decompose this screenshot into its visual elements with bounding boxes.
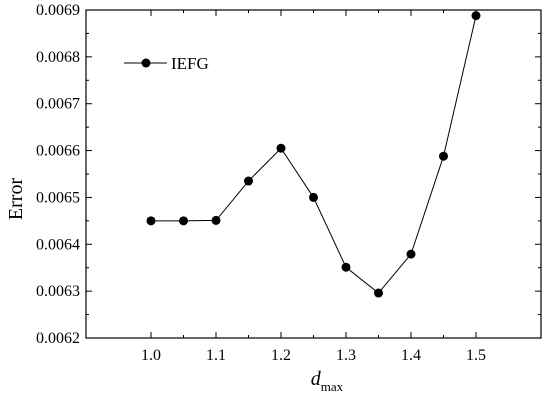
data-point (146, 216, 156, 226)
x-axis-title-main: d (311, 368, 322, 390)
legend-label: IEFG (171, 54, 209, 73)
x-axis-title: dmax (311, 368, 344, 394)
data-point (276, 143, 286, 153)
legend: IEFG (124, 54, 209, 73)
x-tick-label: 1.5 (466, 347, 486, 364)
y-tick-label: 0.0063 (36, 283, 80, 300)
data-point (244, 176, 253, 186)
x-axis-title-subscript: max (321, 379, 344, 394)
plot-frame (85, 9, 542, 339)
data-point (309, 192, 318, 202)
data-point (439, 151, 448, 161)
data-point (374, 288, 383, 298)
y-tick-label: 0.0066 (36, 143, 80, 160)
legend-marker (141, 58, 151, 68)
y-tick-label: 0.0064 (36, 236, 80, 253)
y-tick-label: 0.0062 (36, 330, 80, 347)
x-tick-label: 1.3 (336, 347, 356, 364)
data-point (211, 215, 221, 225)
y-tick-label: 0.0067 (36, 96, 80, 113)
y-tick-label: 0.0065 (36, 189, 80, 206)
y-axis-title: Error (5, 178, 27, 221)
y-tick-label: 0.0068 (36, 49, 80, 66)
data-point (179, 216, 188, 226)
x-tick-label: 1.2 (271, 347, 291, 364)
x-tick-label: 1.4 (401, 347, 421, 364)
x-tick-label: 1.1 (206, 347, 226, 364)
data-point (406, 249, 416, 259)
y-tick-label: 0.0069 (36, 2, 80, 19)
data-point (341, 262, 351, 272)
x-tick-label: 1.0 (141, 347, 161, 364)
data-point (471, 11, 481, 21)
